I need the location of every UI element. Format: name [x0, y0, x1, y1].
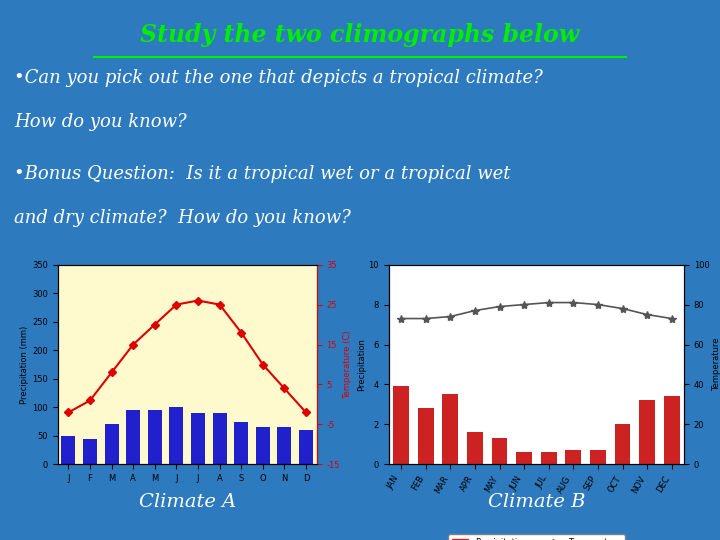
Bar: [639, 401, 655, 464]
Bar: [126, 410, 140, 464]
Y-axis label: Temperature (C): Temperature (C): [343, 330, 352, 399]
Bar: [104, 424, 119, 464]
Bar: [83, 438, 97, 464]
Bar: [541, 453, 557, 464]
Legend: Precipitation, Temperature: Precipitation, Temperature: [449, 535, 624, 540]
Bar: [492, 438, 508, 464]
Text: Study the two climographs below: Study the two climographs below: [140, 23, 580, 47]
Y-axis label: Precipitation (mm): Precipitation (mm): [20, 326, 30, 403]
Bar: [148, 410, 162, 464]
Text: •Bonus Question:  Is it a tropical wet or a tropical wet: •Bonus Question: Is it a tropical wet or…: [14, 165, 511, 183]
Bar: [590, 450, 606, 464]
Text: Climate A: Climate A: [138, 493, 236, 511]
Bar: [212, 413, 227, 464]
Bar: [234, 422, 248, 464]
Bar: [467, 433, 483, 464]
Bar: [442, 394, 459, 464]
Bar: [169, 407, 184, 464]
Y-axis label: Precipitation: Precipitation: [357, 338, 366, 391]
Bar: [393, 387, 409, 464]
Text: and dry climate?  How do you know?: and dry climate? How do you know?: [14, 209, 351, 227]
Bar: [61, 436, 76, 464]
Bar: [191, 413, 205, 464]
Bar: [614, 424, 631, 464]
Text: How do you know?: How do you know?: [14, 113, 187, 131]
Bar: [418, 408, 433, 464]
Bar: [565, 450, 581, 464]
Y-axis label: Temperature: Temperature: [712, 338, 720, 392]
Bar: [299, 430, 313, 464]
Bar: [256, 427, 270, 464]
Bar: [516, 453, 532, 464]
Text: •Can you pick out the one that depicts a tropical climate?: •Can you pick out the one that depicts a…: [14, 69, 543, 87]
Text: Climate B: Climate B: [487, 493, 585, 511]
Bar: [277, 427, 292, 464]
Bar: [664, 396, 680, 464]
